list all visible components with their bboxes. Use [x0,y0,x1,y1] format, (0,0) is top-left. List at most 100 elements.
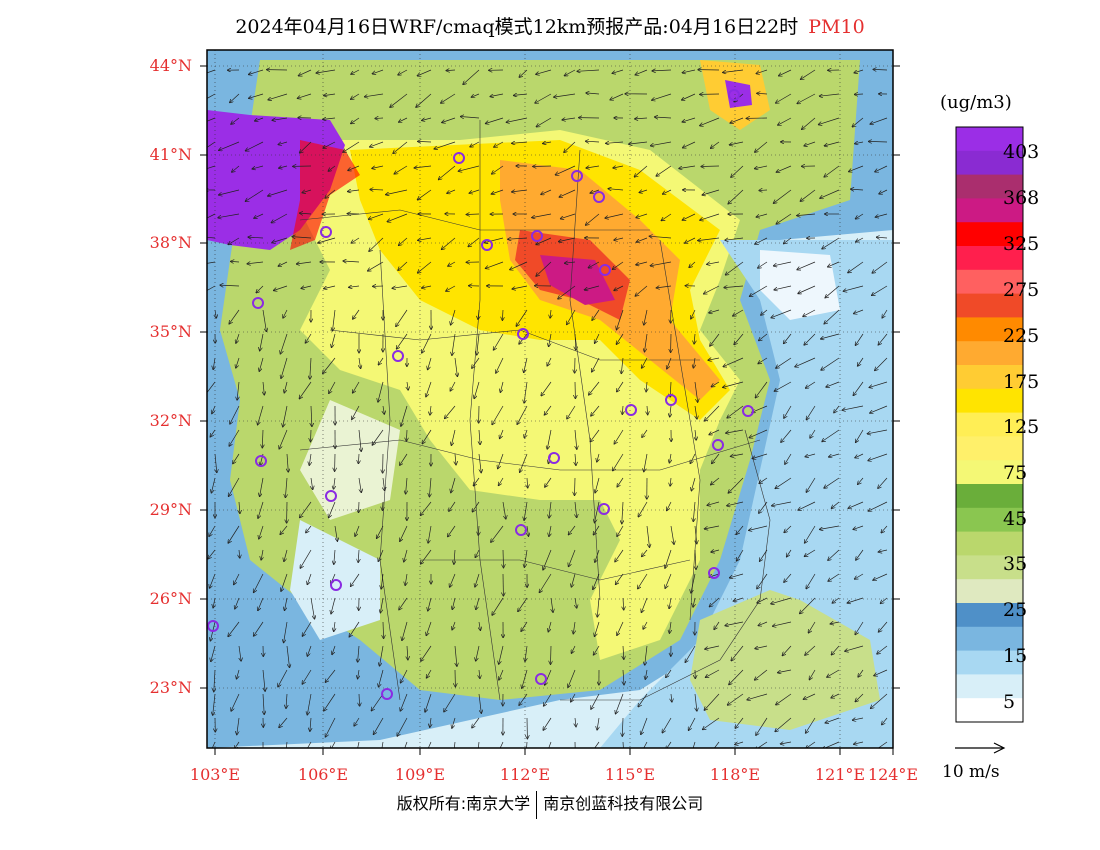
wind-vector [873,573,888,580]
wind-vector [730,117,744,123]
wind-vector [298,93,312,98]
wind-vector [418,141,432,142]
wind-vector [662,717,672,733]
wind-vector [418,189,432,200]
wind-vector [305,333,312,343]
wind-vector [351,117,360,124]
wind-vector [800,597,816,614]
wind-vector [774,381,792,391]
wind-vector [608,189,624,190]
wind-vector [613,261,624,269]
wind-vector [784,525,792,533]
wind-vector [421,549,432,564]
wind-vector [669,597,671,609]
wind-vector [334,621,335,631]
wind-vector [700,213,720,220]
wind-vector [278,142,288,145]
wind-vector [616,333,624,344]
wind-vector [858,477,864,484]
wind-vector [651,141,672,146]
wind-vector [554,93,576,97]
wind-vector [591,693,600,709]
colorbar-swatch [956,531,1023,556]
wind-vector [369,213,384,219]
wind-vector [524,381,528,403]
wind-vector [236,357,240,368]
wind-vector [826,381,840,387]
wind-vector [292,237,312,238]
wind-vector [544,693,552,706]
wind-vector [478,453,481,473]
wind-vector [485,237,504,243]
wind-vector [636,237,648,242]
wind-vector [802,117,816,129]
wind-vector [755,645,768,649]
wind-vector [781,429,792,442]
wind-vector [351,237,360,243]
wind-vector [849,165,864,172]
wind-vector [670,525,674,544]
wind-vector [479,669,480,678]
map-title: 2024年04月16日WRF/cmaq模式12km预报产品:04月16日22时 P… [0,12,1100,39]
wind-vector [642,429,648,437]
wind-vector [444,693,456,712]
wind-vector [694,381,698,402]
lon-label-112: 112°E [499,765,551,784]
wind-vector [512,190,528,192]
wind-vector [369,237,384,251]
reference-arrow-head [993,742,1006,754]
wind-vector [825,285,840,298]
wind-vector [522,669,528,688]
lat-label-35: 35°N [149,322,192,341]
wind-vector [875,357,888,370]
wind-vector [414,166,432,168]
wind-vector [858,357,864,366]
wind-vector [809,669,816,680]
wind-vector [405,573,407,585]
wind-vector [245,189,264,201]
wind-vector [635,285,648,296]
wind-vector [236,333,240,343]
wind-vector [357,741,359,748]
wind-vector [724,286,744,288]
wind-vector [646,381,647,392]
wind-vector [781,742,792,744]
wind-vector [784,405,792,418]
wind-vector [726,261,744,275]
wind-vector [622,741,624,748]
wind-vector [230,93,240,103]
wind-vector [774,285,792,290]
wind-vector [853,381,864,395]
wind-vector [284,549,288,561]
wind-vector [855,94,864,95]
wind-vector [349,286,360,287]
wind-vector [639,190,648,193]
wind-vector [359,501,360,512]
wind-vector [333,309,336,331]
wind-vector [575,429,577,449]
wind-vector [516,309,528,326]
wind-vector [843,285,864,291]
wind-vector [430,405,431,415]
wind-vector [365,93,384,97]
wind-vector [702,189,720,195]
wind-vector [561,213,576,219]
wind-vector [300,549,312,568]
wind-vector [454,549,455,564]
wind-vector [822,429,840,442]
wind-vector [378,381,384,402]
wind-vector [879,621,888,632]
wind-vector [401,405,408,426]
wind-vector [877,645,888,654]
wind-vector [458,165,480,171]
wind-vector [237,381,239,400]
wind-vector [755,669,768,680]
wind-vector [776,693,792,705]
wind-vector [703,717,720,730]
wind-vector [661,213,672,221]
wind-vector [466,214,480,215]
wind-vector [260,477,264,496]
wind-vector [760,549,768,561]
wind-vector [285,597,288,610]
wind-vector [736,525,744,534]
